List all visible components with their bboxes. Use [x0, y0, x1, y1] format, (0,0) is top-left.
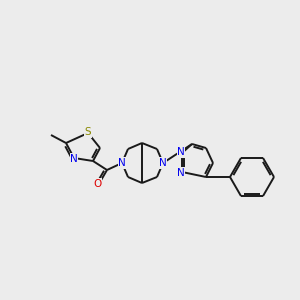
Text: N: N: [70, 154, 78, 164]
Text: N: N: [118, 158, 126, 168]
Text: O: O: [93, 179, 101, 189]
Text: S: S: [85, 127, 91, 137]
Text: N: N: [159, 158, 167, 168]
Text: N: N: [177, 147, 185, 157]
Text: N: N: [177, 168, 185, 178]
